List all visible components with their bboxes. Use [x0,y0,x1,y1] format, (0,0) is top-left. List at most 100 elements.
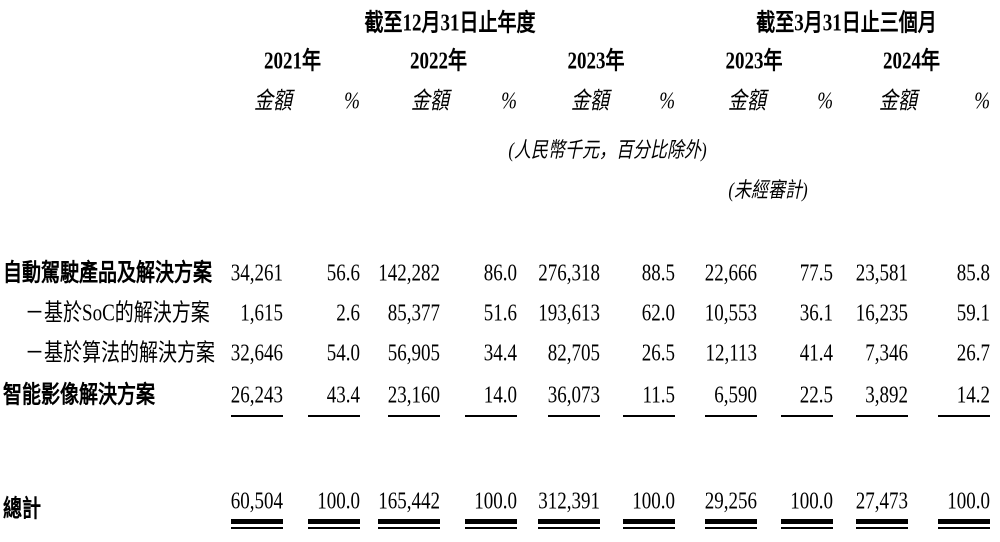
value: 56,905 [387,340,440,367]
cell: 62.0 [600,288,675,328]
cell: 22,666 [675,248,757,288]
double-rule: 165,442 [378,489,440,529]
empty-cell [0,164,675,204]
value: 22,666 [704,260,758,287]
amount-header: 金額 [570,88,609,115]
value: 85.8 [956,260,991,287]
period-header-annual-cell: 截至12月31日止年度 [225,0,675,38]
cell: 100.0 [908,468,991,542]
year-header-2023q1: 2023年 [725,48,783,75]
subheader-percent-cell: % [440,76,517,116]
value: 100.0 [632,488,676,515]
value: 56.6 [326,260,360,287]
cell: 142,282 [360,248,440,288]
cell: 43.4 [283,368,360,417]
value: 23,160 [387,382,440,409]
cell: 165,442 [360,468,440,542]
cell: 16,235 [833,288,908,328]
period-header-row: 截至12月31日止年度 截至3月31日止三個月 [0,0,990,38]
cell: 100.0 [757,468,834,542]
cell: 22.5 [757,368,834,417]
cell: 23,581 [833,248,908,288]
year-header-2022: 2022年 [409,48,467,75]
row-label-cell: －基於算法的解決方案 [0,328,225,368]
double-rule: 100.0 [781,489,834,529]
percent-header: % [344,88,360,115]
double-rule: 60,504 [230,489,284,529]
year-header-cell: 2024年 [833,38,990,76]
single-rule: 43.4 [308,383,360,417]
spacer-row [0,204,990,248]
subheader-row: 金額 % 金額 % 金額 % 金額 % 金額 % [0,76,990,116]
cell: 11.5 [600,368,676,417]
cell: 23,160 [360,368,440,417]
year-header-cell: 2022年 [360,38,517,76]
value: 312,391 [538,488,600,515]
double-rule: 29,256 [704,489,758,529]
value: 59.1 [956,300,991,327]
empty-cell [0,116,225,164]
single-rule: 11.5 [623,383,676,417]
single-rule: 3,892 [856,383,909,417]
year-header-cell: 2023年 [675,38,833,76]
percent-header: % [501,88,517,115]
cell: 29,256 [675,468,758,542]
value: 7,346 [865,340,909,367]
total-label: 總計 [3,496,42,523]
unaudited-note: (未經審計) [728,178,808,202]
row-label: 自動駕駛產品及解決方案 [3,260,213,287]
value: 32,646 [230,340,283,367]
single-rule: 14.2 [938,383,991,417]
value: 60,504 [230,488,283,515]
double-rule: 312,391 [538,489,600,529]
value: 86.0 [483,260,517,287]
cell: 26.7 [908,328,990,368]
table-row-smart-imaging: 智能影像解決方案 26,243 43.4 23,160 14.0 36,073 … [0,368,991,417]
cell: 100.0 [440,468,517,542]
cell: 27,473 [833,468,909,542]
cell: 82,705 [517,328,600,368]
value: 29,256 [704,488,758,515]
value: 36.1 [799,300,834,327]
subheader-percent-cell: % [283,76,360,116]
single-rule: 23,160 [387,383,440,417]
cell: 2.6 [283,288,360,328]
cell: 10,553 [675,288,757,328]
subheader-amount-cell: 金額 [225,76,292,116]
row-label-cell: －基於SoC的解決方案 [0,288,225,328]
cell: 36,073 [517,368,600,417]
value: 11.5 [642,382,676,409]
subheader-amount-cell: 金額 [517,76,609,116]
cell: 32,646 [225,328,283,368]
value: 6,590 [714,382,758,409]
value: 82,705 [547,340,600,367]
value: 10,553 [704,300,758,327]
period-header-quarterly: 截至3月31日止三個月 [756,10,937,37]
table-row-soc-solutions: －基於SoC的解決方案 1,615 2.6 85,377 51.6 193,61… [0,288,990,328]
value: 100.0 [317,488,360,515]
cell: 36.1 [757,288,833,328]
value: 27,473 [855,488,909,515]
value: 3,892 [865,382,909,409]
value: 54.0 [326,340,360,367]
row-label-cell: 自動駕駛產品及解決方案 [0,248,225,288]
value: 34.4 [483,340,517,367]
value: 26.5 [641,340,676,367]
cell: 26.5 [600,328,675,368]
year-header-2024q1: 2024年 [883,48,941,75]
spacer-row [0,417,990,468]
cell: 193,613 [517,288,600,328]
row-label: －基於算法的解決方案 [25,340,216,367]
value: 142,282 [378,260,440,287]
value: 14.2 [956,382,991,409]
cell: 86.0 [440,248,517,288]
subheader-percent-cell: % [908,76,990,116]
cell: 54.0 [283,328,360,368]
cell: 14.0 [440,368,517,417]
row-label: －基於SoC的解決方案 [25,300,210,327]
cell: 100.0 [283,468,360,542]
single-rule: 6,590 [705,383,758,417]
amount-header: 金額 [410,88,449,115]
subheader-amount-cell: 金額 [675,76,766,116]
